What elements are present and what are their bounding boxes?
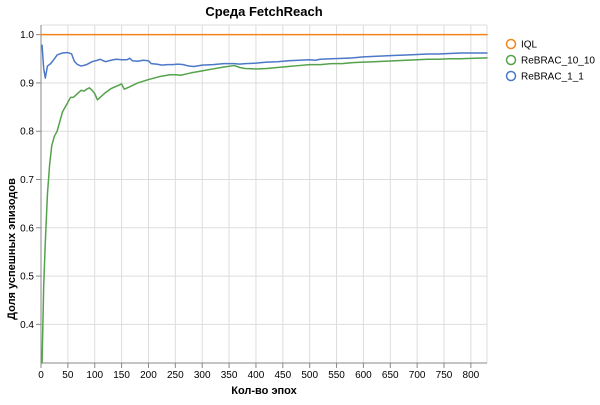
- x-tick-label: 250: [167, 370, 184, 381]
- x-tick-label: 600: [355, 370, 372, 381]
- x-tick-label: 550: [328, 370, 345, 381]
- y-tick-label: 0.6: [20, 223, 34, 234]
- x-tick-label: 450: [274, 370, 291, 381]
- x-tick-label: 750: [436, 370, 453, 381]
- x-tick-label: 500: [301, 370, 318, 381]
- x-tick-label: 350: [221, 370, 238, 381]
- legend-label: ReBRAC_1_1: [521, 72, 584, 83]
- chart-title: Среда FetchReach: [205, 4, 322, 19]
- axes: 0 50 100 150 200 250 300 350 400 450 500 550 600 650 7…: [20, 25, 487, 381]
- x-axis-label: Кол-во эпох: [231, 385, 297, 397]
- series-line-rebrac-10-10: [41, 57, 488, 364]
- x-tick-label: 0: [38, 370, 44, 381]
- legend-label: ReBRAC_10_10: [521, 56, 595, 67]
- y-tick-label: 0.4: [20, 320, 34, 331]
- x-tick-label: 100: [86, 370, 103, 381]
- series-group: [40, 33, 488, 364]
- x-tick-label: 700: [409, 370, 426, 381]
- y-tick-label: 0.7: [20, 175, 34, 186]
- legend-symbol: [505, 70, 517, 82]
- x-tick-label: 200: [140, 370, 157, 381]
- series-line-rebrac-1-1: [41, 44, 488, 79]
- x-tick-label: 150: [113, 370, 130, 381]
- x-tick-label: 50: [62, 370, 74, 381]
- legend: IQL ReBRAC_10_10 ReBRAC_1_1: [505, 38, 595, 83]
- x-tick-label: 300: [194, 370, 211, 381]
- grid: [40, 24, 488, 363]
- y-tick-label: 1.0: [20, 30, 34, 41]
- legend-label: IQL: [521, 40, 538, 51]
- legend-symbol: [505, 54, 517, 66]
- y-axis-label: Доля успешных эпизодов: [6, 178, 18, 320]
- x-tick-label: 400: [248, 370, 265, 381]
- legend-symbol: [505, 38, 517, 50]
- x-tick-label: 650: [382, 370, 399, 381]
- y-tick-label: 0.9: [20, 78, 34, 89]
- y-tick-label: 0.5: [20, 272, 34, 283]
- y-tick-label: 0.8: [20, 127, 34, 138]
- x-tick-label: 800: [463, 370, 480, 381]
